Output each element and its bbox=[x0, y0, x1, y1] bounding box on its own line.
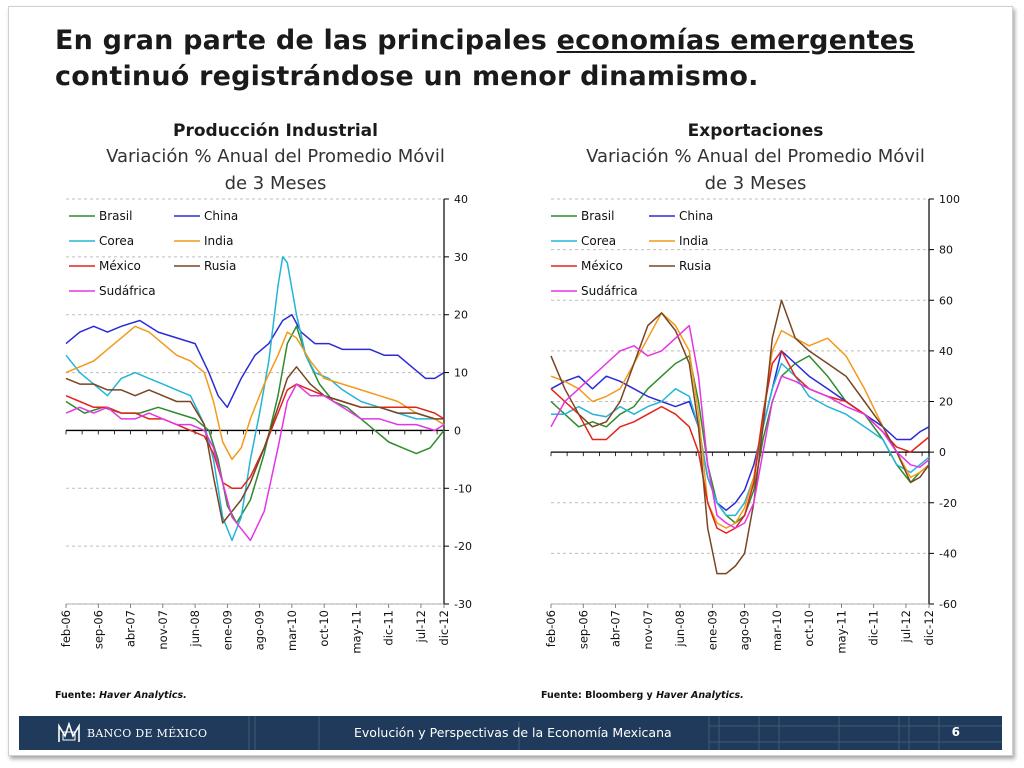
ex-xtick-label: sep-06 bbox=[576, 610, 590, 649]
ex-series-brasil bbox=[550, 355, 930, 524]
ex-xtick-label: abr-07 bbox=[609, 610, 623, 647]
headline-part1: En gran parte de las principales bbox=[55, 25, 557, 56]
ip-xtick-label: dic-12 bbox=[437, 610, 451, 646]
ip-legend-label: India bbox=[204, 234, 233, 248]
left-chart-subtitle-line1: Variación % Anual del Promedio Móvil bbox=[106, 146, 445, 167]
ip-legend-label: México bbox=[99, 259, 141, 273]
ex-legend-label: Rusia bbox=[679, 259, 711, 273]
ex-ytick-label: 40 bbox=[939, 345, 953, 358]
page-number: 6 bbox=[951, 725, 960, 739]
ip-ytick-label: 10 bbox=[454, 367, 468, 380]
left-chart-subtitle-line2: de 3 Meses bbox=[224, 173, 327, 194]
ip-xtick-label: oct-10 bbox=[317, 610, 331, 647]
right-chart-subtitle-line1: Variación % Anual del Promedio Móvil bbox=[586, 146, 925, 167]
banxico-logo: BANCO DE MÉXICO bbox=[57, 722, 207, 744]
ex-xtick-label: dic-11 bbox=[867, 610, 881, 646]
ex-xtick-label: ago-09 bbox=[738, 610, 752, 650]
footer-bar: BANCO DE MÉXICO Evolución y Perspectivas… bbox=[19, 716, 1002, 750]
ex-legend-label: India bbox=[679, 234, 708, 248]
right-source-label: Fuente: Bloomberg y bbox=[541, 690, 657, 701]
ip-xtick-label: ene-09 bbox=[220, 610, 234, 650]
ip-ytick-label: 20 bbox=[454, 309, 468, 322]
ex-xtick-label: feb-06 bbox=[544, 610, 558, 647]
right-source: Fuente: Bloomberg y Haver Analytics. bbox=[541, 690, 744, 701]
ex-legend-label: México bbox=[581, 259, 623, 273]
right-chart-subtitle-line2: de 3 Meses bbox=[704, 173, 807, 194]
ex-legend-label: Sudáfrica bbox=[581, 284, 638, 298]
ex-ytick-label: 80 bbox=[939, 244, 953, 257]
bank-name: BANCO DE MÉXICO bbox=[87, 726, 208, 740]
ex-xtick-label: dic-12 bbox=[922, 610, 936, 646]
ip-xtick-label: dic-11 bbox=[382, 610, 396, 646]
ip-legend-label: China bbox=[204, 209, 238, 223]
ip-xtick-label: nov-07 bbox=[156, 610, 170, 650]
ex-series-rusia bbox=[550, 299, 930, 575]
headline-part2: continuó registrándose un menor dinamism… bbox=[55, 61, 759, 92]
ex-xtick-label: mar-10 bbox=[770, 610, 784, 651]
ip-ytick-label: -30 bbox=[454, 598, 472, 611]
ex-legend-label: Corea bbox=[581, 234, 616, 248]
ip-xtick-label: feb-06 bbox=[59, 610, 73, 647]
left-chart-title: Producción Industrial bbox=[173, 121, 378, 141]
ex-ytick-label: -20 bbox=[939, 497, 957, 510]
ex-series-sudfrica bbox=[550, 324, 930, 529]
ex-ytick-label: -60 bbox=[939, 598, 957, 611]
ip-legend-label: Corea bbox=[99, 234, 134, 248]
ip-ytick-label: -10 bbox=[454, 482, 472, 495]
ip-legend-label: Sudáfrica bbox=[99, 284, 156, 298]
ex-legend-label: China bbox=[679, 209, 713, 223]
ip-legend-label: Rusia bbox=[204, 259, 236, 273]
ip-series-china bbox=[65, 313, 445, 409]
ex-ytick-label: 100 bbox=[939, 193, 960, 206]
ip-ytick-label: -20 bbox=[454, 540, 472, 553]
slide: En gran parte de las principales economí… bbox=[8, 6, 1013, 756]
ip-xtick-label: abr-07 bbox=[124, 610, 138, 647]
left-source-label: Fuente: bbox=[55, 690, 100, 701]
left-source-italic: Haver Analytics. bbox=[99, 690, 187, 701]
ex-xtick-label: jul-12 bbox=[899, 610, 913, 643]
ex-series-china bbox=[550, 350, 930, 512]
ip-xtick-label: jul-12 bbox=[414, 610, 428, 643]
footer-decoration bbox=[248, 716, 1002, 750]
ex-ytick-label: 0 bbox=[939, 446, 946, 459]
ex-chart-group: -60 -40 -20 0 20 40 60 80 100 feb-06 sep-06 abr-07 n… bbox=[544, 193, 960, 654]
ex-ytick-label: 60 bbox=[939, 294, 953, 307]
ip-chart-group: -30 -20 -10 0 10 20 30 40 feb-06 sep-06 abr-07 nov-… bbox=[59, 193, 472, 654]
ex-xtick-label: oct-10 bbox=[802, 610, 816, 647]
ip-xtick-label: jun-08 bbox=[188, 610, 202, 648]
ip-series-india bbox=[65, 325, 445, 461]
ex-series-mxico bbox=[550, 350, 930, 534]
right-chart-title-block: Exportaciones Variación % Anual del Prom… bbox=[539, 119, 972, 197]
ip-ytick-label: 40 bbox=[454, 193, 468, 206]
headline: En gran parte de las principales economí… bbox=[55, 23, 985, 95]
ip-xtick-label: ago-09 bbox=[253, 610, 267, 650]
ip-series-corea bbox=[65, 256, 445, 542]
ex-xtick-label: may-11 bbox=[834, 610, 848, 654]
industrial-production-chart: -30 -20 -10 0 10 20 30 40 feb-06 sep-06 abr-07 nov-… bbox=[59, 193, 960, 654]
right-chart-title: Exportaciones bbox=[687, 121, 824, 141]
left-chart-title-block: Producción Industrial Variación % Anual … bbox=[59, 119, 492, 197]
ip-xtick-label: may-11 bbox=[349, 610, 363, 654]
ex-xtick-label: jun-08 bbox=[673, 610, 687, 648]
ex-legend-label: Brasil bbox=[581, 209, 614, 223]
ip-series-rusia bbox=[65, 366, 444, 524]
ip-series-brasil bbox=[65, 325, 445, 524]
ip-ytick-label: 30 bbox=[454, 251, 468, 264]
ex-ytick-label: 20 bbox=[939, 396, 953, 409]
ip-xtick-label: mar-10 bbox=[285, 610, 299, 651]
ex-series-india bbox=[550, 312, 930, 529]
banxico-emblem-icon bbox=[58, 722, 80, 742]
ip-legend-label: Brasil bbox=[99, 209, 132, 223]
ip-xtick-label: sep-06 bbox=[91, 610, 105, 649]
right-source-italic: Haver Analytics. bbox=[656, 690, 744, 701]
ip-series-sudfrica bbox=[65, 383, 445, 542]
ex-xtick-label: nov-07 bbox=[641, 610, 655, 650]
ex-xtick-label: ene-09 bbox=[705, 610, 719, 650]
left-source: Fuente: Haver Analytics. bbox=[55, 690, 187, 701]
ex-series-corea bbox=[551, 362, 930, 517]
ex-ytick-label: -40 bbox=[939, 547, 957, 560]
footer-title: Evolución y Perspectivas de la Economía … bbox=[354, 725, 672, 740]
ip-ytick-label: 0 bbox=[454, 424, 461, 437]
headline-underlined: economías emergentes bbox=[556, 25, 915, 56]
